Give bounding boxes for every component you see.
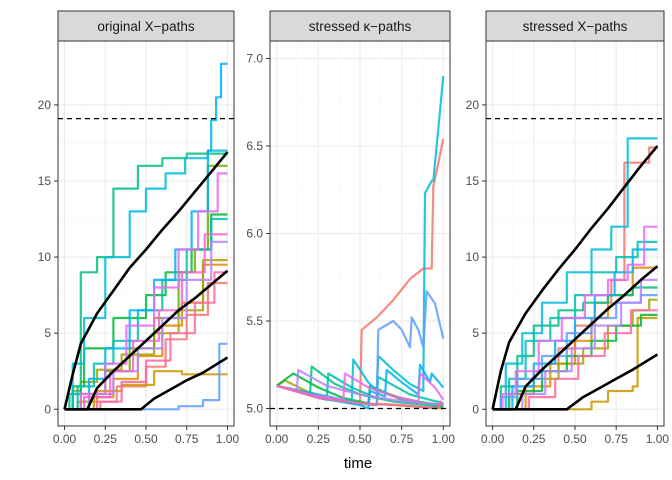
- reference-line-2: [64, 269, 229, 411]
- facet-strip: [57, 10, 235, 42]
- x-axis: 0.00 0.25 0.50 0.75 1.00: [265, 426, 455, 446]
- y-axis: 0 5 10 15 20: [38, 98, 58, 416]
- series-path-8: [492, 137, 658, 411]
- x-tick-label: 0.50: [563, 432, 587, 446]
- y-tick-label: 0: [44, 402, 51, 416]
- x-tick-label: 0.50: [134, 432, 158, 446]
- y-tick-label: 5: [472, 326, 479, 340]
- y-tick-label: 6.0: [246, 227, 263, 241]
- x-tick-label: 0.00: [481, 432, 505, 446]
- x-tick-label: 0.25: [307, 432, 331, 446]
- gridlines: [270, 41, 450, 426]
- series-path-11: [276, 372, 445, 403]
- x-tick-label: 0.75: [175, 432, 199, 446]
- y-tick-label: 6.5: [246, 139, 263, 153]
- x-tick-label: 0.25: [522, 432, 546, 446]
- data-layer: [58, 62, 234, 411]
- x-tick-label: 1.00: [216, 432, 240, 446]
- series-path-15: [64, 271, 228, 411]
- y-tick-label: 15: [466, 174, 480, 188]
- facet-strip-title: stressed X−paths: [523, 19, 628, 34]
- series-path-13: [492, 309, 658, 411]
- x-tick-label: 1.00: [646, 432, 670, 446]
- y-tick-label: 10: [466, 250, 480, 264]
- reference-line-3: [64, 356, 229, 411]
- series-path-9: [492, 248, 658, 411]
- series-path-11: [492, 278, 658, 411]
- y-tick-label: 15: [38, 174, 52, 188]
- facet-strip: [269, 10, 451, 42]
- x-axis: 0.00 0.25 0.50 0.75 1.00: [481, 426, 669, 446]
- x-tick-label: 0.50: [348, 432, 372, 446]
- data-layer: [486, 118, 664, 411]
- y-tick-label: 7.0: [246, 52, 263, 66]
- series-path-7: [64, 152, 228, 411]
- x-axis: 0.00 0.25 0.50 0.75 1.00: [53, 426, 240, 446]
- series-path-12: [492, 225, 658, 411]
- x-tick-label: 1.00: [432, 432, 456, 446]
- reference-line-1: [63, 151, 229, 410]
- facet-strip-title: original X−paths: [97, 19, 194, 34]
- reference-line-1: [491, 145, 659, 410]
- series-path-9: [64, 149, 228, 411]
- x-tick-label: 0.75: [605, 432, 629, 446]
- x-axis-title: time: [344, 455, 372, 472]
- reference-line-2: [492, 265, 659, 411]
- y-tick-label: 0: [472, 402, 479, 416]
- reference-line-3: [492, 353, 659, 411]
- x-tick-label: 0.00: [265, 432, 289, 446]
- panel-3: stressed X−paths 0 5 10 15 20 0.00 0.25 0.50 0.75…: [466, 10, 669, 446]
- y-tick-label: 20: [38, 98, 52, 112]
- y-tick-label: 5.0: [246, 402, 263, 416]
- facet-strip-title: stressed κ−paths: [309, 19, 412, 34]
- y-axis: 5.0 5.5 6.0 6.5 7.0: [246, 52, 270, 416]
- series-path-3: [492, 316, 658, 411]
- gridlines: [486, 41, 664, 426]
- y-axis: 0 5 10 15 20: [466, 98, 486, 416]
- y-tick-label: 5.5: [246, 314, 263, 328]
- panels: original X−paths 0 5 10 15 20 0.00 0.25 0.50 0.75…: [38, 10, 669, 446]
- y-tick-label: 10: [38, 250, 52, 264]
- y-tick-label: 5: [44, 326, 51, 340]
- series-path-12: [276, 384, 445, 410]
- panel-1: original X−paths 0 5 10 15 20 0.00 0.25 0.50 0.75…: [38, 10, 240, 446]
- series-path-1: [276, 138, 445, 407]
- y-tick-label: 20: [466, 98, 480, 112]
- x-tick-label: 0.75: [390, 432, 414, 446]
- x-tick-label: 0.00: [53, 432, 77, 446]
- data-layer: [270, 75, 450, 410]
- x-tick-label: 0.25: [94, 432, 118, 446]
